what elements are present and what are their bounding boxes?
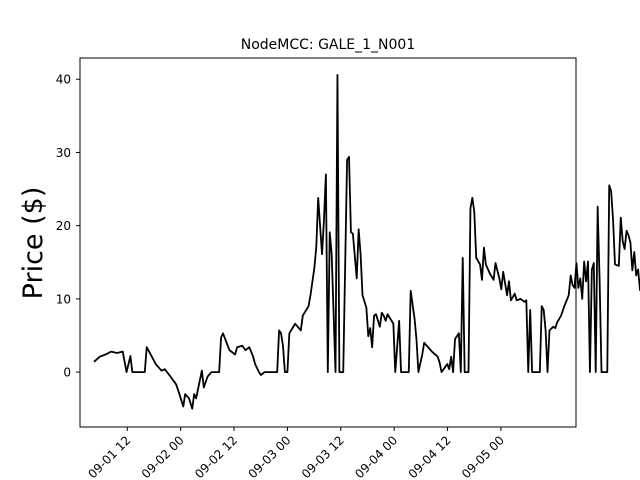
- y-tick-label: 0: [63, 366, 71, 380]
- y-tick-label: 40: [56, 73, 71, 87]
- y-tick-label: 10: [56, 292, 71, 306]
- y-tick-label: 30: [56, 146, 71, 160]
- y-axis-label: Price ($): [18, 187, 49, 300]
- plot-frame: [79, 57, 577, 428]
- y-tick-label: 20: [56, 219, 71, 233]
- y-axis: 0 10 20 30 40: [56, 73, 80, 380]
- chart-title: NodeMCC: GALE_1_N001: [241, 37, 416, 53]
